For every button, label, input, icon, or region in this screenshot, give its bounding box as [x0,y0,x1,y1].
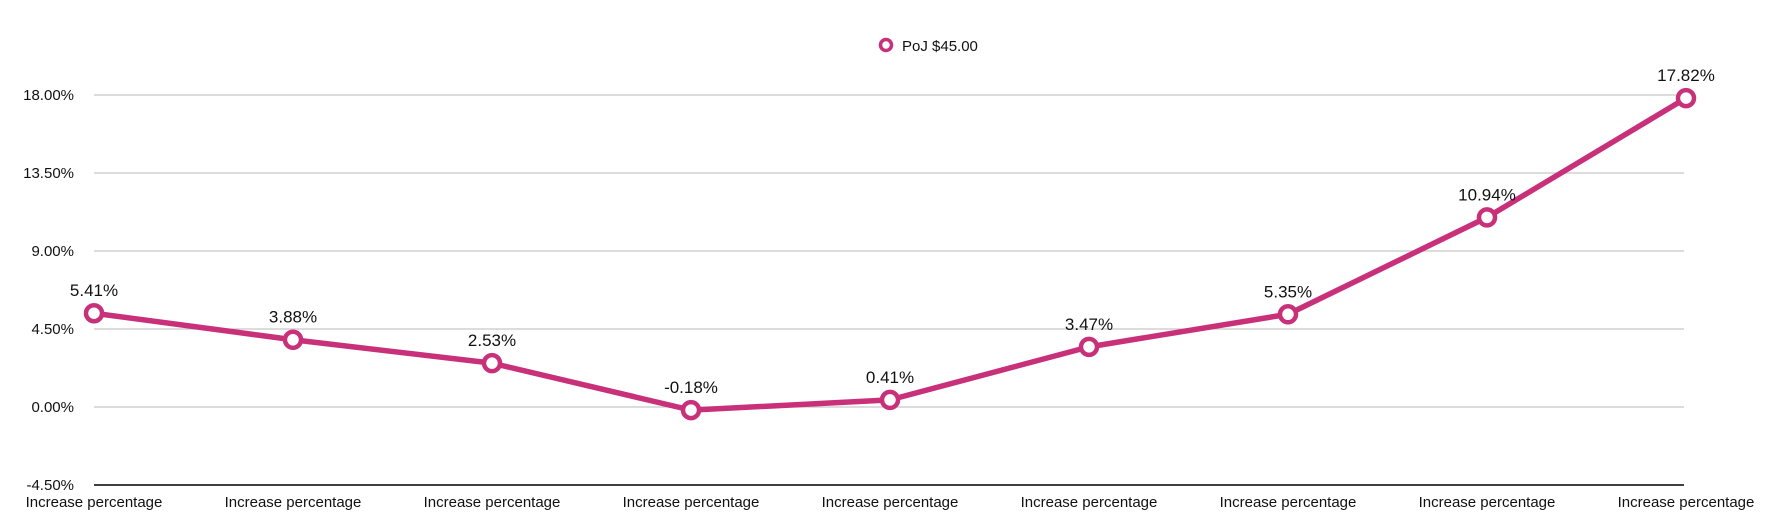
y-tick-label: 18.00% [23,87,74,104]
data-point [680,399,702,421]
y-tick-label: 13.50% [23,165,74,182]
x-tick-label: Increase percentage [1021,494,1158,511]
x-tick-label: Increase percentage [822,494,959,511]
x-tick-label: Increase percentage [1419,494,1556,511]
x-tick-label: Increase percentage [424,494,561,511]
data-label: 5.41% [70,281,118,300]
data-label: 3.47% [1065,315,1113,334]
x-tick-label: Increase percentage [1220,494,1357,511]
data-label: 3.88% [269,308,317,327]
data-point [1078,336,1100,358]
legend: PoJ $45.00 [878,37,978,55]
x-tick-label: Increase percentage [26,494,163,511]
data-label: 5.35% [1264,282,1312,301]
x-tick-label: Increase percentage [1618,494,1755,511]
x-tick-label: Increase percentage [225,494,362,511]
data-label: 0.41% [866,368,914,387]
x-tick-label: Increase percentage [623,494,760,511]
data-label: -0.18% [664,378,718,397]
data-point [83,302,105,324]
data-label: 10.94% [1458,185,1516,204]
data-point [481,352,503,374]
y-tick-label: 9.00% [31,243,74,260]
data-point [1277,304,1299,325]
series-line [91,95,1689,413]
grid-lines [94,94,1684,486]
x-axis-tick-labels: Increase percentage Increase percentage In… [26,494,1755,511]
data-label: 2.53% [468,331,516,350]
data-point [282,329,304,350]
data-point [879,389,901,411]
y-axis-tick-labels: -4.50% 0.00% 4.50% 9.00% 13.50% 18.00% [23,87,74,494]
data-point [1675,87,1697,109]
y-tick-label: -4.50% [26,477,74,494]
data-point [1476,207,1498,228]
series-layer [83,87,1697,421]
y-tick-label: 4.50% [31,321,74,338]
data-label: 17.82% [1657,66,1715,85]
legend-marker [878,37,894,53]
y-tick-label: 0.00% [31,399,74,416]
data-labels: 5.41% 3.88% 2.53% -0.18% 0.41% 3.47% 5.35% 10.9… [70,66,1715,397]
legend-label: PoJ $45.00 [902,38,978,55]
